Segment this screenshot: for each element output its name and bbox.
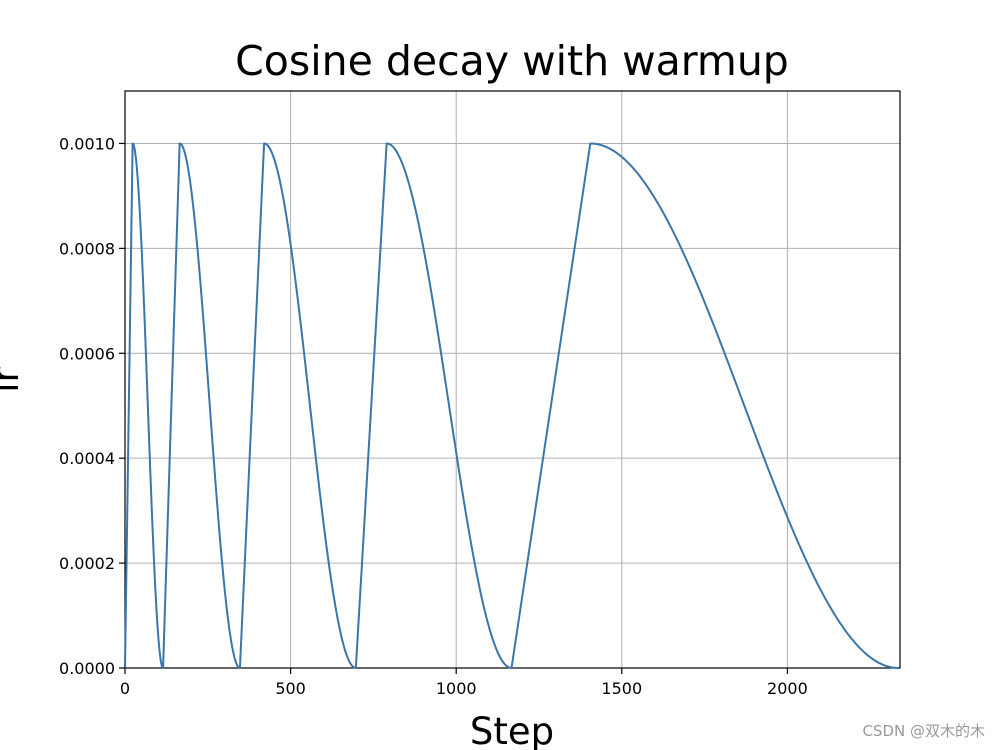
y-axis-ticks: 0.0000 0.0002 0.0004 0.0006 0.0008 0.0010 <box>59 134 125 678</box>
watermark-text: CSDN @双木的木 <box>862 722 985 740</box>
chart-title: Cosine decay with warmup <box>235 37 789 85</box>
x-axis-ticks: 0 500 1000 1500 2000 <box>120 668 808 698</box>
series-line <box>124 142 899 669</box>
x-axis-label: Step <box>470 710 554 750</box>
y-tick-label: 0.0006 <box>59 344 115 363</box>
plot-area-frame <box>124 90 901 669</box>
y-axis-label: lr <box>0 366 27 392</box>
y-tick-label: 0.0000 <box>59 659 115 678</box>
grid <box>124 91 900 669</box>
x-tick-label: 0 <box>120 679 130 698</box>
x-tick-label: 2000 <box>767 679 808 698</box>
y-tick-label: 0.0002 <box>59 554 115 573</box>
x-tick-label: 1500 <box>601 679 642 698</box>
y-tick-label: 0.0004 <box>59 449 115 468</box>
y-tick-label: 0.0010 <box>59 134 115 153</box>
y-tick-label: 0.0008 <box>59 239 115 258</box>
x-tick-label: 500 <box>275 679 306 698</box>
x-tick-label: 1000 <box>436 679 477 698</box>
